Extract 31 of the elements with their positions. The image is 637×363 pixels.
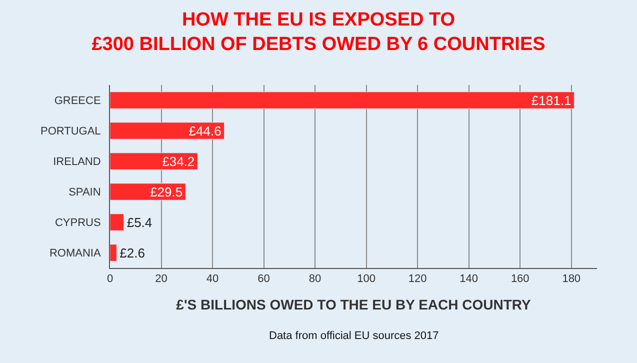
x-tick-label: 100 [357, 273, 376, 286]
x-axis-title: £'S BILLIONS OWED TO THE EU BY EACH COUNTRY [176, 296, 532, 312]
x-tick-label: 160 [510, 273, 530, 286]
bar [110, 244, 117, 262]
data-label: £29.5 [150, 184, 183, 200]
bar [110, 122, 225, 140]
x-tick-label: 80 [308, 273, 322, 286]
bar [110, 92, 574, 109]
x-tick-label: 0 [106, 273, 114, 286]
data-label: £34.2 [162, 154, 195, 169]
y-tick-label: SPAIN [68, 186, 101, 199]
data-label: £5.4 [126, 214, 152, 230]
y-tick-label: ROMANIA [49, 248, 102, 260]
x-tick-label: 60 [258, 273, 270, 286]
chart-title: HOW THE EU IS EXPOSED TO £300 BILLION OF DEBTS OWED BY 6 COUNTRIES [92, 9, 546, 56]
x-tick-label: 20 [155, 273, 168, 286]
text: Data from official EU sources 2017 [269, 330, 439, 342]
y-tick-label: GREECE [54, 95, 101, 108]
y-tick-label: CYPRUS [54, 217, 101, 230]
y-tick-label: IRELAND [53, 156, 101, 168]
y-tick-label: PORTUGAL [40, 126, 101, 138]
data-label: £2.6 [120, 245, 145, 260]
bar [110, 183, 186, 200]
x-tick-label: 180 [562, 273, 581, 286]
data-label: £181.1 [531, 92, 572, 108]
bar [110, 214, 124, 231]
bar [110, 152, 198, 170]
x-tick-label: 140 [460, 273, 478, 286]
x-tick-label: 40 [206, 273, 219, 286]
data-label: £44.6 [188, 123, 222, 138]
x-tick-label: 120 [408, 273, 427, 286]
